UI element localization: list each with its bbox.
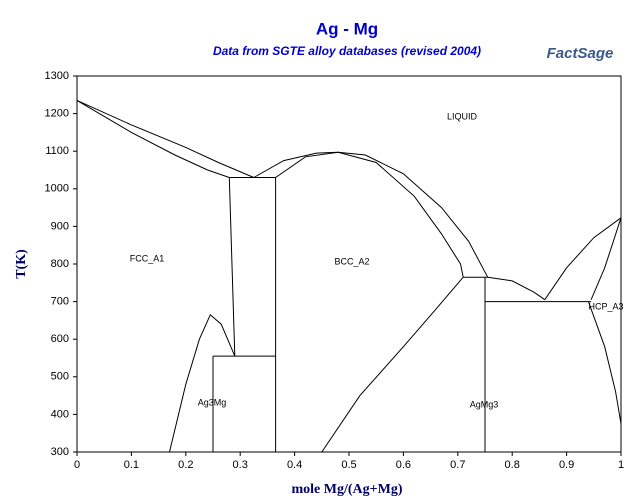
region-label: Ag3Mg xyxy=(198,397,227,407)
phase-boundary xyxy=(544,217,622,300)
region-label: BCC_A2 xyxy=(334,256,369,266)
region-label: AgMg3 xyxy=(470,399,499,409)
region-label: FCC_A1 xyxy=(130,253,165,263)
phase-boundary xyxy=(76,99,254,178)
phase-boundary xyxy=(487,276,546,301)
phase-boundary xyxy=(228,177,236,357)
y-tick-label: 500 xyxy=(51,371,69,383)
logo: FactSage xyxy=(547,45,614,62)
phase-boundary xyxy=(321,276,464,453)
x-tick-label: 0.9 xyxy=(559,459,574,471)
y-tick-label: 600 xyxy=(51,333,69,345)
x-tick-label: 0.3 xyxy=(233,459,248,471)
x-axis-label: mole Mg/(Ag+Mg) xyxy=(292,482,403,497)
region-label: HCP_A3 xyxy=(588,301,623,311)
x-tick-label: 0 xyxy=(74,459,80,471)
x-tick-label: 0.2 xyxy=(178,459,193,471)
phase-boundary xyxy=(587,301,622,424)
y-tick-label: 700 xyxy=(51,296,69,308)
y-tick-label: 800 xyxy=(51,258,69,270)
x-tick-label: 0.4 xyxy=(287,459,302,471)
y-tick-label: 900 xyxy=(51,220,69,232)
y-tick-label: 300 xyxy=(51,446,69,458)
y-tick-label: 400 xyxy=(51,408,69,420)
y-axis-label: T(K) xyxy=(14,249,29,279)
phase-boundary xyxy=(590,217,622,300)
x-tick-label: 1 xyxy=(618,459,624,471)
y-tick-label: 1000 xyxy=(45,183,69,195)
x-tick-label: 0.8 xyxy=(505,459,520,471)
x-tick-label: 0.1 xyxy=(124,459,139,471)
phase-boundary xyxy=(253,151,489,278)
chart-subtitle: Data from SGTE alloy databases (revised … xyxy=(213,44,481,58)
phase-boundary xyxy=(275,151,464,278)
y-tick-label: 1300 xyxy=(45,70,69,82)
region-label: LIQUID xyxy=(447,111,478,121)
y-tick-label: 1100 xyxy=(45,145,69,157)
chart-title: Ag - Mg xyxy=(316,19,378,38)
x-tick-label: 0.6 xyxy=(396,459,411,471)
x-tick-label: 0.5 xyxy=(341,459,356,471)
phase-boundary xyxy=(169,313,236,453)
phase-boundary xyxy=(76,99,230,178)
x-tick-label: 0.7 xyxy=(450,459,465,471)
y-tick-label: 1200 xyxy=(45,108,69,120)
